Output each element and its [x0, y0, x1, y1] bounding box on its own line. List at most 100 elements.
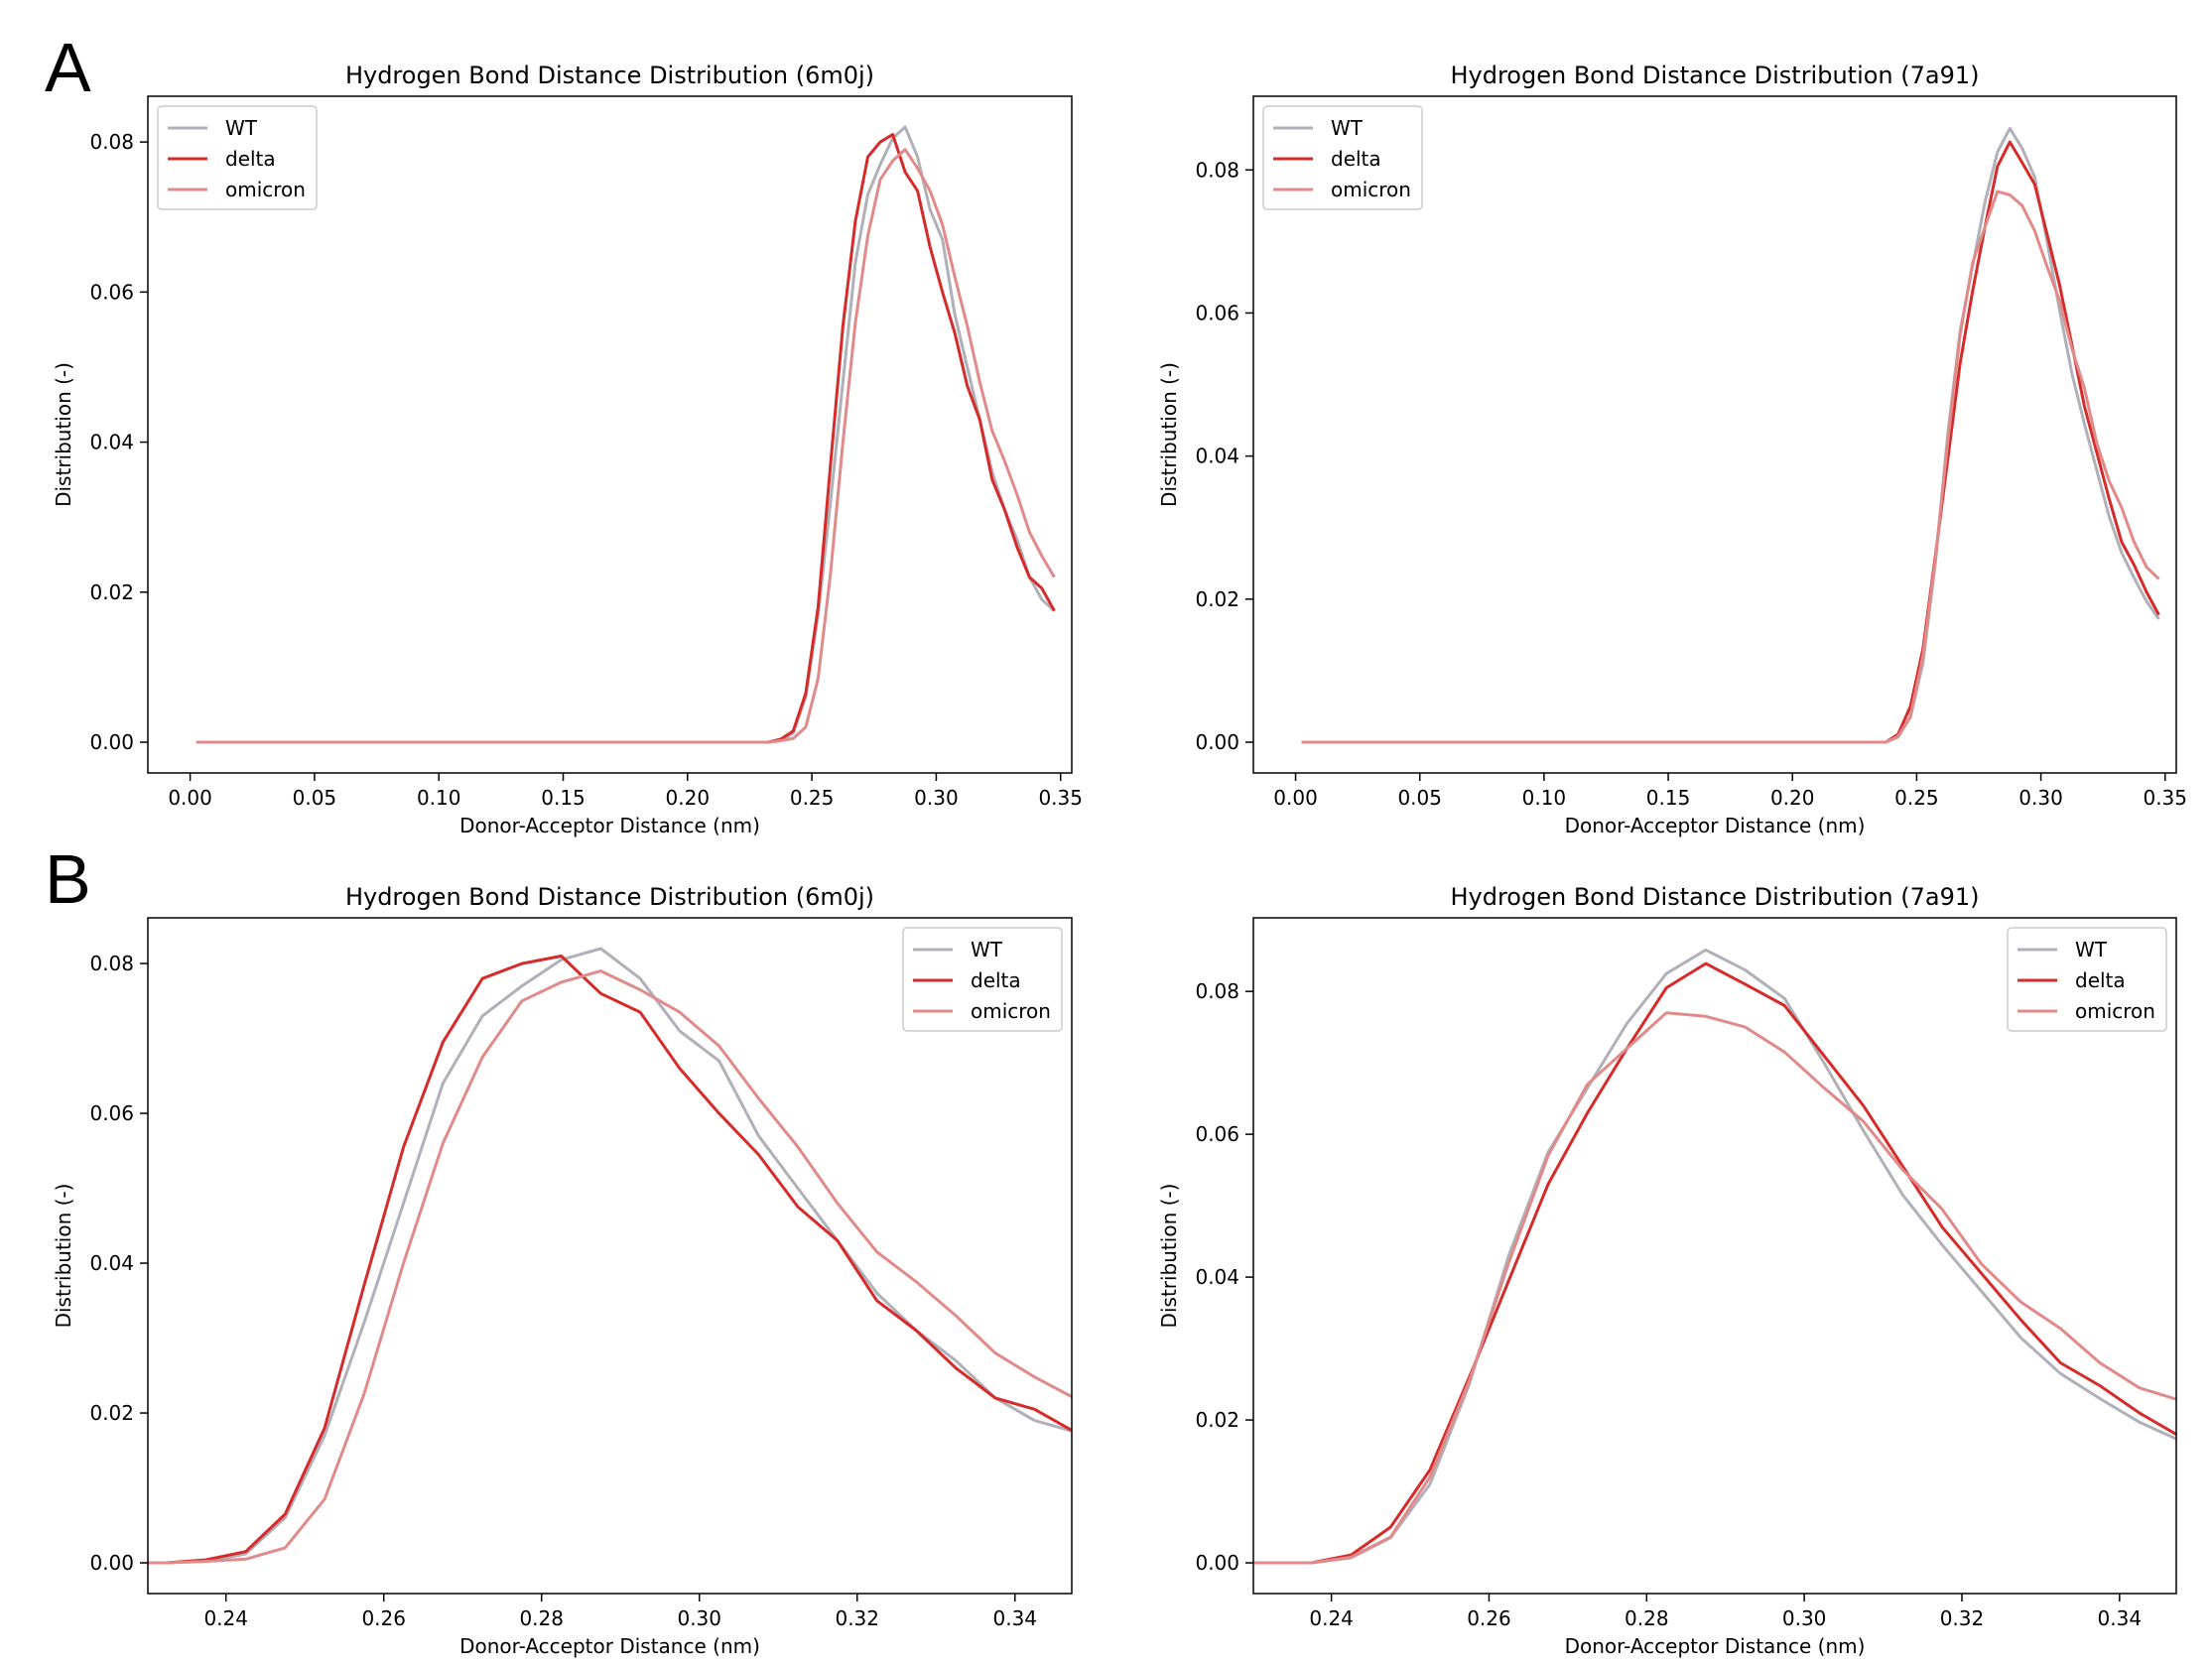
y-tick-label: 0.06 [1195, 301, 1239, 324]
y-tick-label: 0.08 [89, 130, 134, 154]
legend-label-omicron: omicron [225, 178, 306, 201]
series-line-delta [148, 955, 1072, 1565]
x-tick-label: 0.30 [914, 786, 959, 810]
y-tick-label: 0.02 [1195, 1408, 1239, 1432]
legend-box [2007, 927, 2167, 1032]
series-line-omicron [1301, 190, 2160, 744]
legend: WT delta omicron [1262, 105, 1423, 210]
x-tick-label: 0.24 [1309, 1606, 1354, 1630]
x-tick-label: 0.15 [1646, 786, 1691, 810]
axes-frame [147, 95, 1073, 774]
y-axis-label: Distribution (-) [52, 1184, 75, 1329]
series-line-delta [1301, 140, 2160, 744]
x-tick-label: 0.20 [1770, 786, 1815, 810]
chart-title: Hydrogen Bond Distance Distribution (7a9… [1450, 62, 1979, 89]
chart-a1: Hydrogen Bond Distance Distribution (6m0… [52, 62, 1083, 837]
legend-box [157, 105, 318, 210]
x-tick-label: 0.32 [1940, 1606, 1985, 1630]
y-tick-label: 0.00 [1195, 730, 1239, 754]
y-tick-label: 0.04 [1195, 445, 1239, 468]
series-group [195, 125, 1056, 744]
y-tick-label: 0.08 [89, 952, 134, 975]
y-tick-label: 0.04 [89, 1251, 134, 1275]
y-tick-label: 0.04 [89, 431, 134, 454]
legend-label-wt: WT [971, 938, 1003, 961]
legend-label-omicron: omicron [2075, 999, 2155, 1023]
y-tick-label: 0.08 [1195, 979, 1239, 1003]
x-tick-label: 0.28 [1625, 1606, 1669, 1630]
legend-box [902, 927, 1063, 1032]
y-axis-label: Distribution (-) [52, 362, 75, 507]
legend-label-wt: WT [2075, 938, 2108, 961]
chart-title: Hydrogen Bond Distance Distribution (6m0… [345, 62, 874, 89]
y-tick-label: 0.06 [89, 280, 134, 304]
x-tick-label: 0.30 [1782, 1606, 1827, 1630]
y-tick-label: 0.00 [1195, 1551, 1239, 1575]
x-tick-label: 0.15 [541, 786, 586, 810]
x-tick-label: 0.26 [361, 1606, 406, 1630]
x-tick-label: 0.05 [293, 786, 337, 810]
y-axis-label: Distribution (-) [1157, 1184, 1181, 1329]
chart-a2: Hydrogen Bond Distance Distribution (7a9… [1157, 62, 2187, 837]
y-tick-label: 0.06 [1195, 1122, 1239, 1146]
series-group [1253, 948, 2176, 1565]
x-tick-label: 0.32 [835, 1606, 879, 1630]
chart-title: Hydrogen Bond Distance Distribution (6m0… [345, 883, 874, 911]
series-line-omicron [1253, 1011, 2176, 1565]
x-tick-label: 0.34 [2098, 1606, 2143, 1630]
series-line-omicron [148, 969, 1072, 1565]
x-tick-label: 0.30 [677, 1606, 721, 1630]
series-line-omicron [195, 148, 1056, 744]
x-tick-label: 0.00 [168, 786, 212, 810]
series-group [1301, 126, 2160, 744]
x-axis-label: Donor-Acceptor Distance (nm) [459, 814, 760, 837]
legend: WT delta omicron [157, 105, 318, 210]
panel-label-a: A [45, 29, 91, 106]
axes-frame [147, 917, 1073, 1595]
x-tick-label: 0.25 [790, 786, 835, 810]
legend: WT delta omicron [2007, 927, 2167, 1032]
x-axis-label: Donor-Acceptor Distance (nm) [459, 1634, 760, 1658]
x-tick-label: 0.35 [2143, 786, 2187, 810]
x-tick-label: 0.00 [1273, 786, 1318, 810]
y-tick-label: 0.00 [89, 730, 134, 754]
series-line-delta [1253, 961, 2176, 1565]
x-axis-label: Donor-Acceptor Distance (nm) [1565, 814, 1866, 837]
y-tick-label: 0.04 [1195, 1265, 1239, 1289]
x-tick-label: 0.05 [1397, 786, 1442, 810]
y-tick-label: 0.06 [89, 1101, 134, 1125]
x-tick-label: 0.10 [1522, 786, 1567, 810]
panel-label-b: B [45, 840, 91, 918]
chart-b1: Hydrogen Bond Distance Distribution (6m0… [52, 883, 1073, 1658]
legend-label-delta: delta [1331, 147, 1381, 171]
legend-label-delta: delta [225, 147, 276, 171]
chart-title: Hydrogen Bond Distance Distribution (7a9… [1450, 883, 1979, 911]
x-tick-label: 0.24 [203, 1606, 248, 1630]
legend: WT delta omicron [902, 927, 1063, 1032]
x-tick-label: 0.35 [1038, 786, 1083, 810]
y-tick-label: 0.00 [89, 1551, 134, 1575]
legend-label-delta: delta [2075, 968, 2126, 992]
y-tick-label: 0.02 [89, 1401, 134, 1425]
x-tick-label: 0.34 [992, 1606, 1037, 1630]
chart-b2: Hydrogen Bond Distance Distribution (7a9… [1157, 883, 2177, 1658]
x-tick-label: 0.28 [519, 1606, 564, 1630]
axes-frame [1252, 917, 2177, 1595]
legend-label-omicron: omicron [1331, 178, 1411, 201]
legend-label-delta: delta [971, 968, 1021, 992]
series-group [148, 947, 1072, 1565]
legend-label-wt: WT [1331, 116, 1364, 140]
y-tick-label: 0.08 [1195, 158, 1239, 182]
legend-box [1262, 105, 1423, 210]
x-tick-label: 0.20 [666, 786, 711, 810]
series-line-delta [195, 133, 1056, 744]
axes-frame [1252, 95, 2177, 774]
y-tick-label: 0.02 [1195, 587, 1239, 611]
x-axis-label: Donor-Acceptor Distance (nm) [1565, 1634, 1866, 1658]
legend-label-omicron: omicron [971, 999, 1051, 1023]
x-tick-label: 0.30 [2018, 786, 2063, 810]
y-axis-label: Distribution (-) [1157, 362, 1181, 507]
x-tick-label: 0.25 [1894, 786, 1939, 810]
